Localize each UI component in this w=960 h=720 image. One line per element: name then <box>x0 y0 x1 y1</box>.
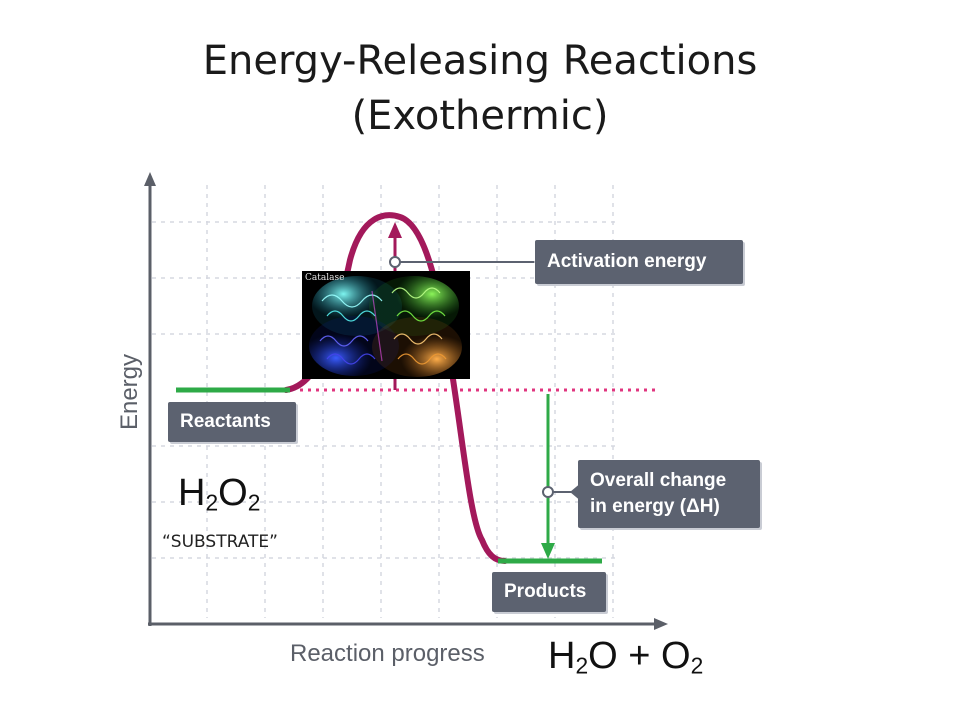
substrate-caption: “SUBSTRATE” <box>162 532 278 552</box>
x-axis-label: Reaction progress <box>290 640 485 667</box>
y-axis-arrow <box>144 172 156 186</box>
title-line-2: (Exothermic) <box>351 93 609 139</box>
overall-change-label: Overall change in energy (ΔH) <box>578 460 760 528</box>
products-label: Products <box>492 572 606 612</box>
product-o-plus-o: O + O <box>588 635 691 677</box>
x-axis-arrow <box>654 618 668 630</box>
catalase-caption: Catalase <box>305 273 345 283</box>
substrate-formula: H2O2 <box>178 472 260 517</box>
product-h-subscript: 2 <box>575 652 589 679</box>
substrate-o-subscript: 2 <box>247 489 261 516</box>
substrate-h: H <box>178 472 206 514</box>
axes <box>148 180 660 626</box>
substrate-o: O <box>218 472 248 514</box>
reactants-label: Reactants <box>168 402 296 442</box>
product-h: H <box>548 635 576 677</box>
title-line-1: Energy-Releasing Reactions <box>202 38 758 84</box>
activation-arrow-head <box>388 222 402 238</box>
delta-h-marker <box>542 486 554 498</box>
delta-h-arrow-head <box>541 543 555 559</box>
overall-change-text-1: Overall change <box>590 470 727 491</box>
activation-energy-label: Activation energy <box>535 240 743 284</box>
activation-energy-text: Activation energy <box>547 251 707 272</box>
product-formula: H2O + O2 <box>548 635 703 680</box>
protein-structure-icon <box>309 276 462 377</box>
y-axis-label: Energy <box>116 353 143 431</box>
activation-marker <box>389 256 401 268</box>
products-text: Products <box>504 581 587 602</box>
reactants-text: Reactants <box>180 411 271 432</box>
catalase-image: Catalase <box>302 271 470 379</box>
substrate-h-subscript: 2 <box>205 489 219 516</box>
product-o-subscript: 2 <box>690 652 704 679</box>
overall-change-text-2: in energy (ΔH) <box>590 496 720 517</box>
